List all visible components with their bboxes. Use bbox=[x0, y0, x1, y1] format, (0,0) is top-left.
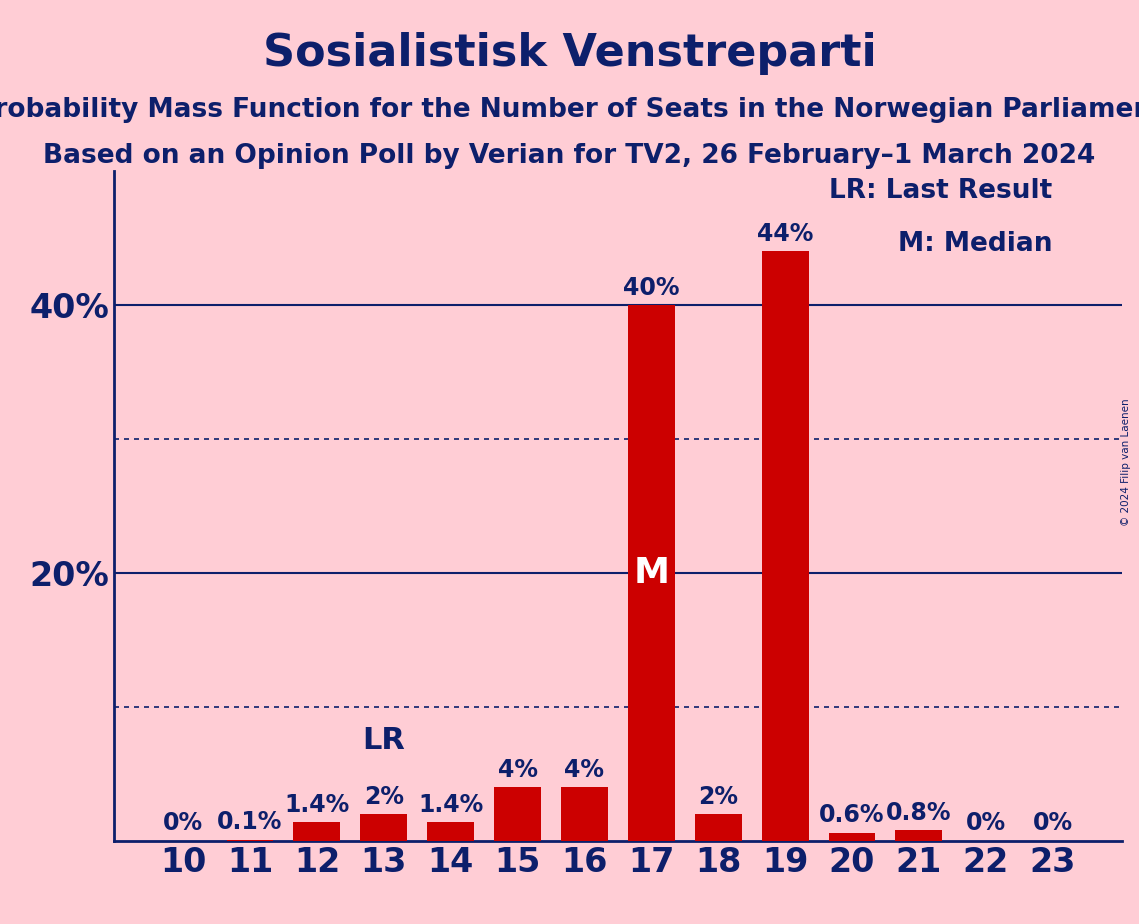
Text: 0.1%: 0.1% bbox=[218, 810, 282, 834]
Bar bbox=[494, 787, 541, 841]
Text: 0.8%: 0.8% bbox=[886, 801, 952, 825]
Text: 0%: 0% bbox=[163, 811, 203, 835]
Bar bbox=[828, 833, 876, 841]
Text: 0.6%: 0.6% bbox=[819, 804, 885, 828]
Bar bbox=[695, 814, 741, 841]
Text: LR: LR bbox=[362, 726, 405, 755]
Text: Sosialistisk Venstreparti: Sosialistisk Venstreparti bbox=[263, 32, 876, 76]
Bar bbox=[227, 840, 273, 841]
Text: 4%: 4% bbox=[498, 758, 538, 782]
Bar bbox=[895, 830, 942, 841]
Text: 4%: 4% bbox=[565, 758, 605, 782]
Bar bbox=[762, 251, 809, 841]
Bar bbox=[294, 822, 341, 841]
Text: 2%: 2% bbox=[363, 784, 404, 808]
Bar bbox=[427, 822, 474, 841]
Text: 1.4%: 1.4% bbox=[285, 793, 350, 817]
Text: M: M bbox=[633, 556, 670, 590]
Text: © 2024 Filip van Laenen: © 2024 Filip van Laenen bbox=[1121, 398, 1131, 526]
Text: Based on an Opinion Poll by Verian for TV2, 26 February–1 March 2024: Based on an Opinion Poll by Verian for T… bbox=[43, 143, 1096, 169]
Bar bbox=[628, 305, 674, 841]
Text: 44%: 44% bbox=[757, 222, 813, 246]
Text: 0%: 0% bbox=[966, 811, 1006, 835]
Bar bbox=[360, 814, 408, 841]
Text: 40%: 40% bbox=[623, 275, 680, 299]
Text: LR: Last Result: LR: Last Result bbox=[829, 177, 1052, 203]
Text: M: Median: M: Median bbox=[899, 231, 1052, 257]
Text: 2%: 2% bbox=[698, 784, 738, 808]
Text: 0%: 0% bbox=[1033, 811, 1073, 835]
Text: Probability Mass Function for the Number of Seats in the Norwegian Parliament: Probability Mass Function for the Number… bbox=[0, 97, 1139, 123]
Text: 1.4%: 1.4% bbox=[418, 793, 483, 817]
Bar bbox=[562, 787, 608, 841]
